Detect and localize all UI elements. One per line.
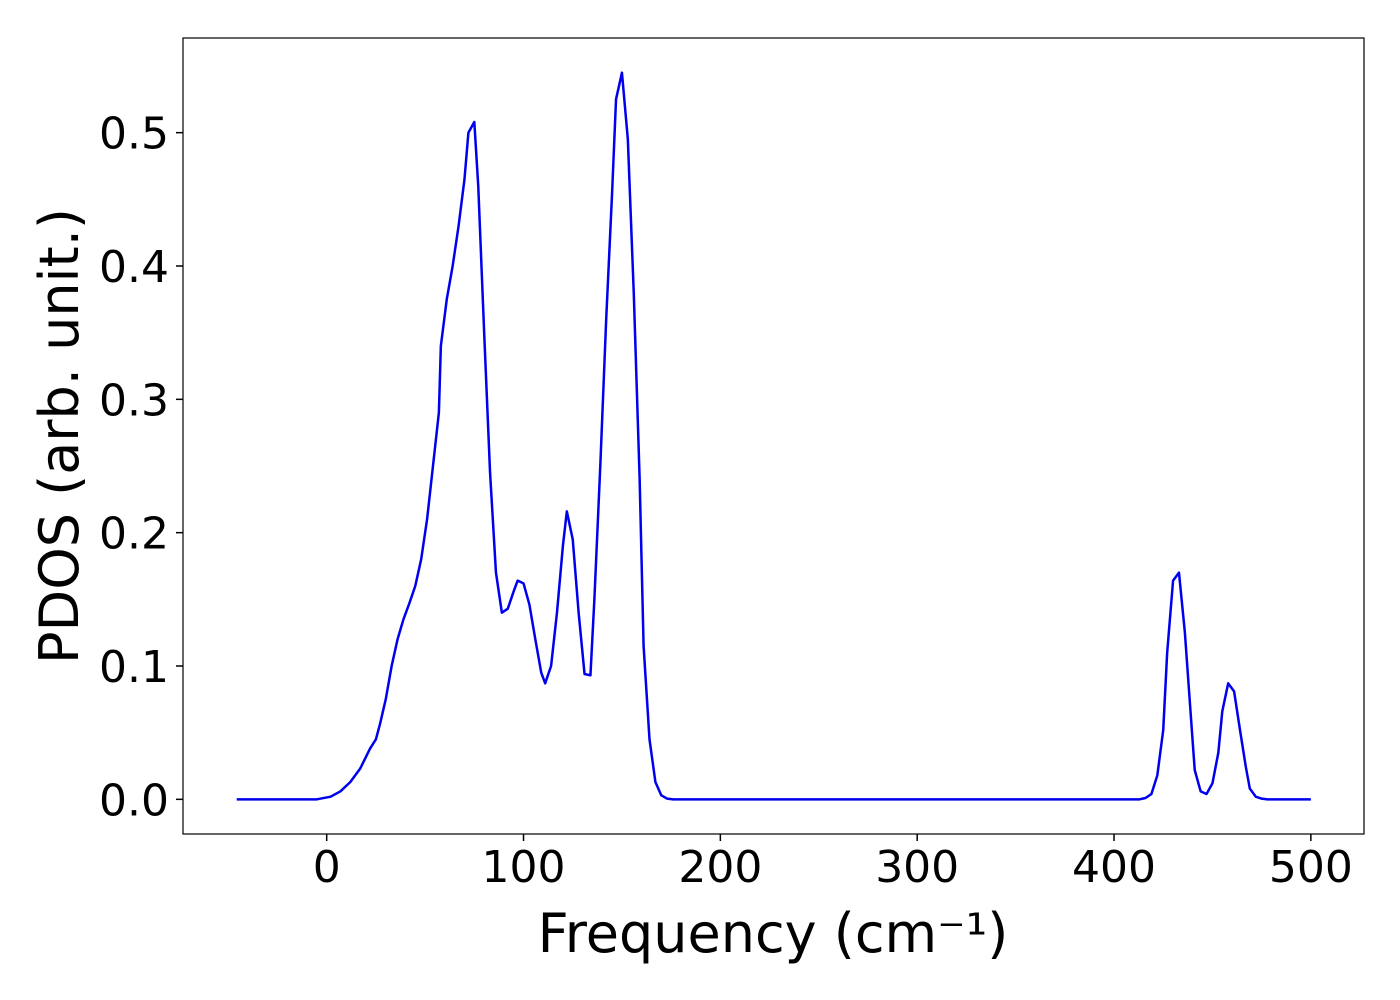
y-tick-label: 0.0 [99, 775, 169, 826]
y-tick-label: 0.1 [99, 642, 169, 693]
plot-frame [182, 37, 1365, 835]
x-tick-label: 200 [678, 842, 762, 893]
y-tick-label: 0.5 [99, 109, 169, 160]
y-tick-label: 0.4 [99, 242, 169, 293]
y-tick-label: 0.3 [99, 375, 169, 426]
y-tick-label: 0.2 [99, 509, 169, 560]
x-tick-label: 300 [875, 842, 959, 893]
x-tick-label: 500 [1269, 842, 1353, 893]
x-axis-label: Frequency (cm⁻¹) [538, 902, 1009, 965]
x-tick-label: 400 [1072, 842, 1156, 893]
x-tick-label: 100 [482, 842, 566, 893]
x-tick-label: 0 [313, 842, 341, 893]
line-series [236, 71, 1311, 801]
y-axis-label: PDOS (arb. unit.) [28, 208, 91, 664]
